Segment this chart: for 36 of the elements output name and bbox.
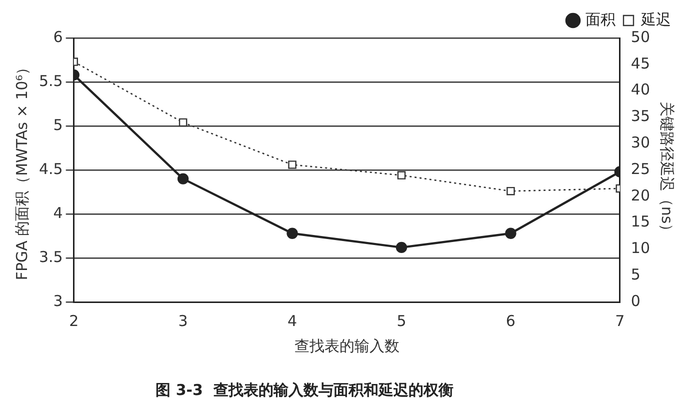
y-tick-label: 5 <box>53 116 63 134</box>
point <box>506 186 515 196</box>
x-tick-label: 2 <box>69 312 79 330</box>
caption: 图 3-3 查找表的输入数与面积和延迟的权衡 <box>156 380 454 399</box>
point <box>288 160 296 169</box>
y2-tick-label: 30 <box>630 133 650 152</box>
y-tick-label: 4 <box>53 204 63 222</box>
x-tick-label: 4 <box>288 312 298 330</box>
y2-tick-label: 10 <box>630 239 650 258</box>
y-tick-label: 4.5 <box>38 160 63 178</box>
x-tick-label: 6 <box>506 312 516 330</box>
legend-label: 延迟 <box>640 10 671 28</box>
point <box>178 118 188 127</box>
x-tick-label: 3 <box>178 312 188 330</box>
y2-tick-label: 35 <box>630 107 650 126</box>
y-tick-label: 3.5 <box>38 248 63 266</box>
y2-tick-label: 40 <box>630 80 650 99</box>
legend-label: 面积 <box>586 10 616 28</box>
y-tick-label: 5.5 <box>38 72 63 90</box>
y2-tick-label: 5 <box>630 265 640 284</box>
y2-tick-label: 0 <box>630 292 640 310</box>
x-tick-label: 7 <box>615 312 625 330</box>
point <box>396 242 408 254</box>
y-tick-label: 3 <box>53 292 63 310</box>
y2-tick-label: 15 <box>630 212 650 231</box>
y-axis-title: FPGA 的面积（MWTAs × 10⁶） <box>12 60 31 280</box>
y-tick-label: 6 <box>53 28 63 46</box>
y2-tick-label: 20 <box>630 186 650 204</box>
y2-tick-label: 25 <box>630 160 650 178</box>
x-axis-title: 查找表的输入数 <box>294 336 400 355</box>
point <box>397 171 406 180</box>
x-tick-label: 5 <box>396 312 406 330</box>
y2-axis-title: 关键路径延迟（ns） <box>658 101 676 239</box>
point <box>286 228 298 239</box>
y2-tick-label: 50 <box>630 28 650 46</box>
y2-tick-label: 45 <box>630 54 650 72</box>
